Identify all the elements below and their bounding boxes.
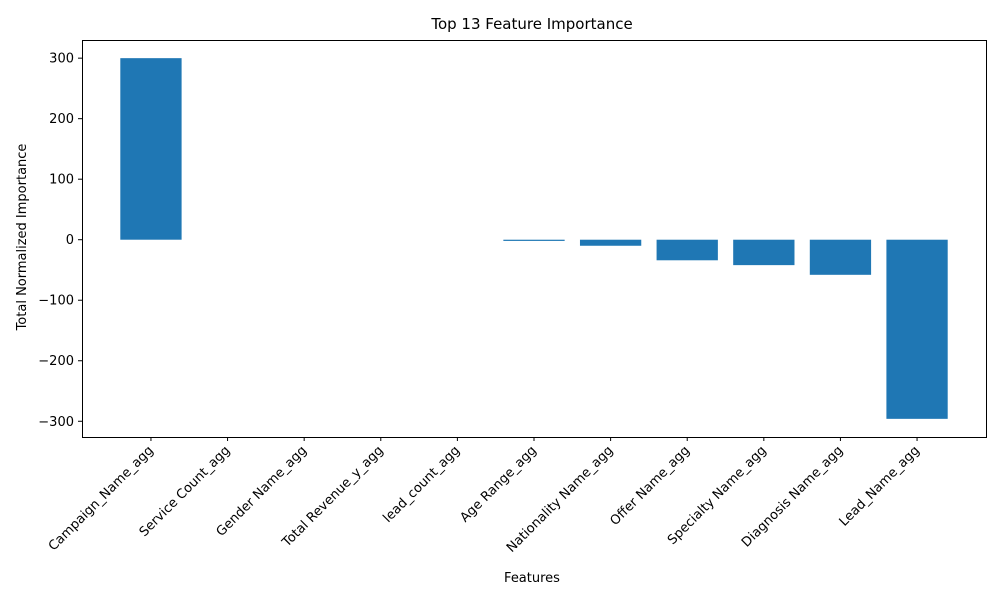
x-tick-label: lead_count_agg [380,443,463,526]
bar-9 [733,239,795,266]
x-tick-label: Age Range_agg [457,443,539,525]
y-tick-label: 0 [66,233,74,248]
bars-layer [120,58,948,419]
x-tick-label: Campaign_Name_agg [46,443,157,554]
y-tick-label: −200 [38,354,74,369]
bar-7 [579,239,642,246]
plot-frame [82,40,987,438]
bar-8 [656,239,718,261]
bar-11 [886,239,948,419]
y-tick-label: −100 [38,294,74,309]
y-axis-ticks: −300 −200 −100 0 100 200 300 [38,52,82,430]
x-tick-label: Offer Name_agg [607,443,693,529]
bar-1 [120,58,182,240]
y-axis-label: Total Normalized Importance [15,144,30,332]
y-tick-label: 100 [49,173,74,188]
chart-title: Top 13 Feature Importance [430,15,632,33]
y-tick-label: −300 [38,415,74,430]
bar-6 [503,239,565,241]
y-tick-label: 200 [49,112,74,127]
bar-10 [809,239,872,275]
x-tick-label: Lead_Name_agg [837,443,923,529]
y-tick-label: 300 [49,52,74,67]
x-axis-label: Features [504,571,560,586]
